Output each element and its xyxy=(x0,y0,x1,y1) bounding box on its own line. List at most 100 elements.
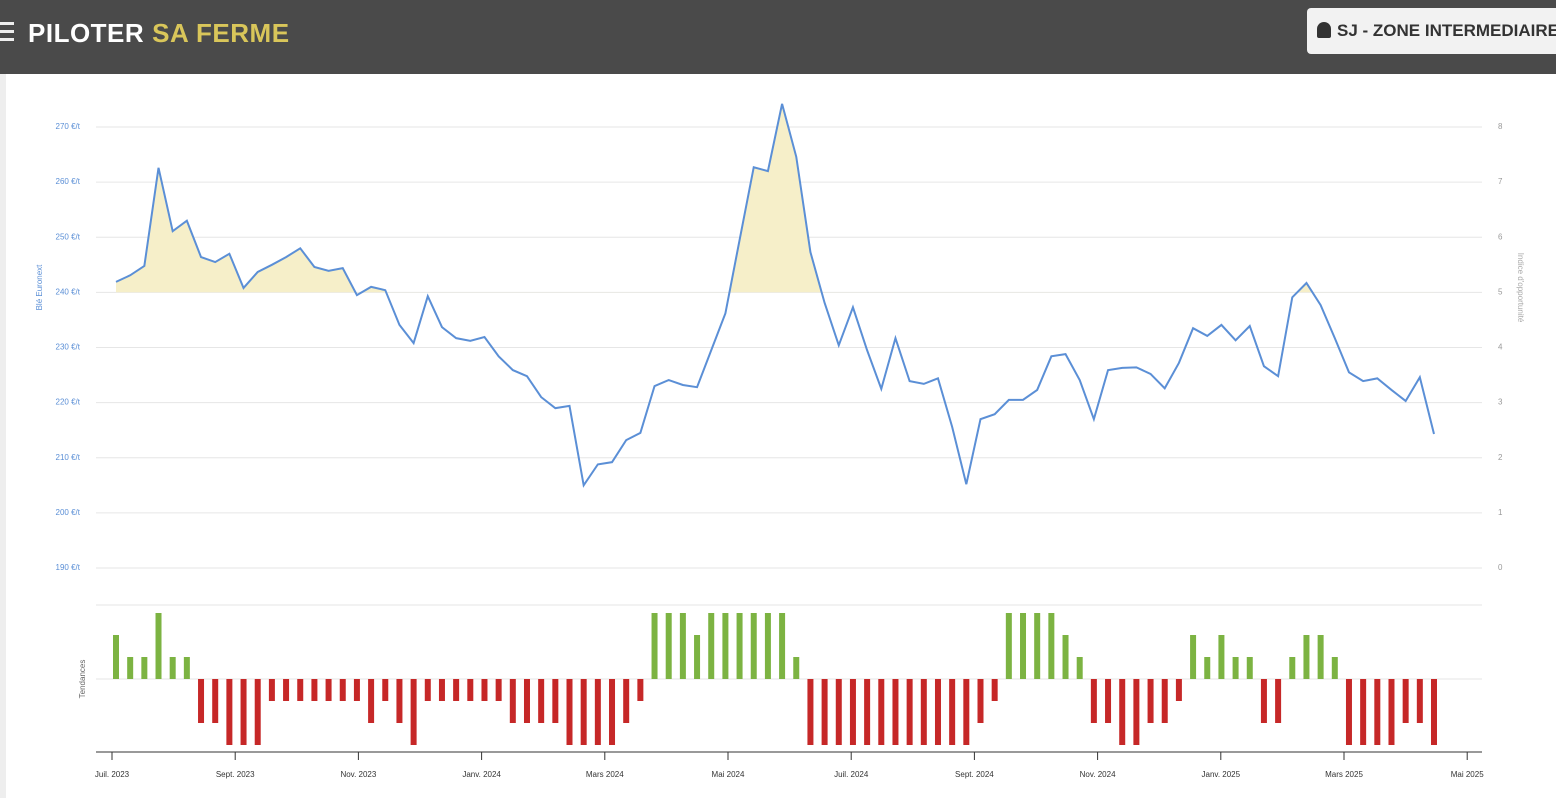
y-tick-label: 240 €/t xyxy=(56,287,81,296)
brand-main: PILOTER xyxy=(28,18,145,48)
trend-bar xyxy=(1190,635,1197,679)
trend-bar xyxy=(169,657,176,679)
trend-bar xyxy=(1388,679,1395,745)
x-tick-label: Mai 2025 xyxy=(1451,770,1484,779)
trend-bar xyxy=(1090,679,1097,723)
trend-bar xyxy=(481,679,488,701)
trend-bar xyxy=(779,613,786,679)
y-axis-title: Tendances xyxy=(78,660,87,699)
trend-bar xyxy=(509,679,516,723)
trend-bar xyxy=(750,613,757,679)
trend-bar xyxy=(708,613,715,679)
trend-bar xyxy=(651,613,658,679)
brand[interactable]: PILOTER SA FERME xyxy=(28,18,290,49)
trend-bar xyxy=(240,679,247,745)
trend-bar xyxy=(949,679,956,745)
user-menu[interactable]: SJ - ZONE INTERMEDIAIRE ▾ xyxy=(1307,8,1556,54)
trend-bar xyxy=(1204,657,1211,679)
y2-tick-label: 0 xyxy=(1498,563,1503,572)
trend-bar xyxy=(254,679,261,745)
trend-bar xyxy=(297,679,304,701)
y-tick-label: 230 €/t xyxy=(56,343,81,352)
trend-bar xyxy=(1076,657,1083,679)
trend-bar xyxy=(977,679,984,723)
trend-bar xyxy=(127,657,134,679)
trend-bar xyxy=(1232,657,1239,679)
trend-bar xyxy=(198,679,205,723)
trend-bar xyxy=(1119,679,1126,745)
trend-bar xyxy=(736,613,743,679)
y-tick-label: 220 €/t xyxy=(56,398,81,407)
highlight-area xyxy=(116,103,1434,293)
y2-tick-label: 2 xyxy=(1498,453,1503,462)
sidebar-edge xyxy=(0,74,6,798)
trend-bar xyxy=(807,679,814,745)
y-tick-label: 190 €/t xyxy=(56,563,81,572)
trend-bar xyxy=(1260,679,1267,723)
trend-bar xyxy=(764,613,771,679)
trend-bar xyxy=(1105,679,1112,723)
trend-bar xyxy=(991,679,998,701)
trend-bar xyxy=(1133,679,1140,745)
y-tick-label: 210 €/t xyxy=(56,453,81,462)
x-tick-label: Janv. 2024 xyxy=(462,770,501,779)
trend-bar xyxy=(353,679,360,701)
trend-bar xyxy=(594,679,601,745)
trend-bar xyxy=(835,679,842,745)
trend-bar xyxy=(1147,679,1154,723)
trend-bar xyxy=(1175,679,1182,701)
trend-bar xyxy=(1246,657,1253,679)
trend-bar xyxy=(552,679,559,723)
x-tick-label: Sept. 2024 xyxy=(955,770,994,779)
trend-bar xyxy=(878,679,885,745)
trend-bar xyxy=(1034,613,1041,679)
trend-bar xyxy=(1048,613,1055,679)
trend-bar xyxy=(1218,635,1225,679)
trend-bar xyxy=(1161,679,1168,723)
trend-bar xyxy=(1431,679,1437,745)
trend-bar xyxy=(864,679,871,745)
top-bar: PILOTER SA FERME SJ - ZONE INTERMEDIAIRE … xyxy=(0,0,1556,74)
y-tick-label: 260 €/t xyxy=(56,177,81,186)
trend-bar xyxy=(368,679,375,723)
trend-bar xyxy=(906,679,913,745)
trend-bar xyxy=(325,679,332,701)
trend-bar xyxy=(694,635,701,679)
menu-button[interactable] xyxy=(0,22,14,42)
trend-bar xyxy=(1402,679,1409,723)
trend-bar xyxy=(637,679,644,701)
trend-bar xyxy=(1360,679,1367,745)
y2-tick-label: 7 xyxy=(1498,177,1503,186)
y-tick-label: 200 €/t xyxy=(56,508,81,517)
trend-bar xyxy=(679,613,686,679)
trend-bar xyxy=(495,679,502,701)
x-tick-label: Janv. 2025 xyxy=(1202,770,1241,779)
y-axis-title: Blé Euronext xyxy=(35,264,44,311)
x-tick-label: Mars 2024 xyxy=(586,770,624,779)
trend-bar xyxy=(963,679,970,745)
x-tick-label: Nov. 2024 xyxy=(1080,770,1116,779)
trend-bar xyxy=(665,613,672,679)
trend-bar xyxy=(283,679,290,701)
trend-bar xyxy=(183,657,190,679)
trend-bar xyxy=(1275,679,1282,723)
trend-bar xyxy=(523,679,530,723)
trend-bar xyxy=(566,679,573,745)
y2-tick-label: 3 xyxy=(1498,398,1503,407)
trend-bar xyxy=(113,635,119,679)
x-tick-label: Mai 2024 xyxy=(712,770,745,779)
trend-bar xyxy=(1005,613,1012,679)
trend-bar xyxy=(609,679,616,745)
trend-bar xyxy=(1345,679,1352,745)
trend-bar xyxy=(141,657,148,679)
y2-tick-label: 5 xyxy=(1498,287,1503,296)
trend-bar xyxy=(821,679,828,745)
y-tick-label: 250 €/t xyxy=(56,232,81,241)
y2-axis-title: Indice d'opportunité xyxy=(1516,253,1525,323)
y2-tick-label: 4 xyxy=(1498,343,1503,352)
user-icon xyxy=(1317,22,1331,38)
trend-bar xyxy=(920,679,927,745)
trend-bar xyxy=(934,679,941,745)
